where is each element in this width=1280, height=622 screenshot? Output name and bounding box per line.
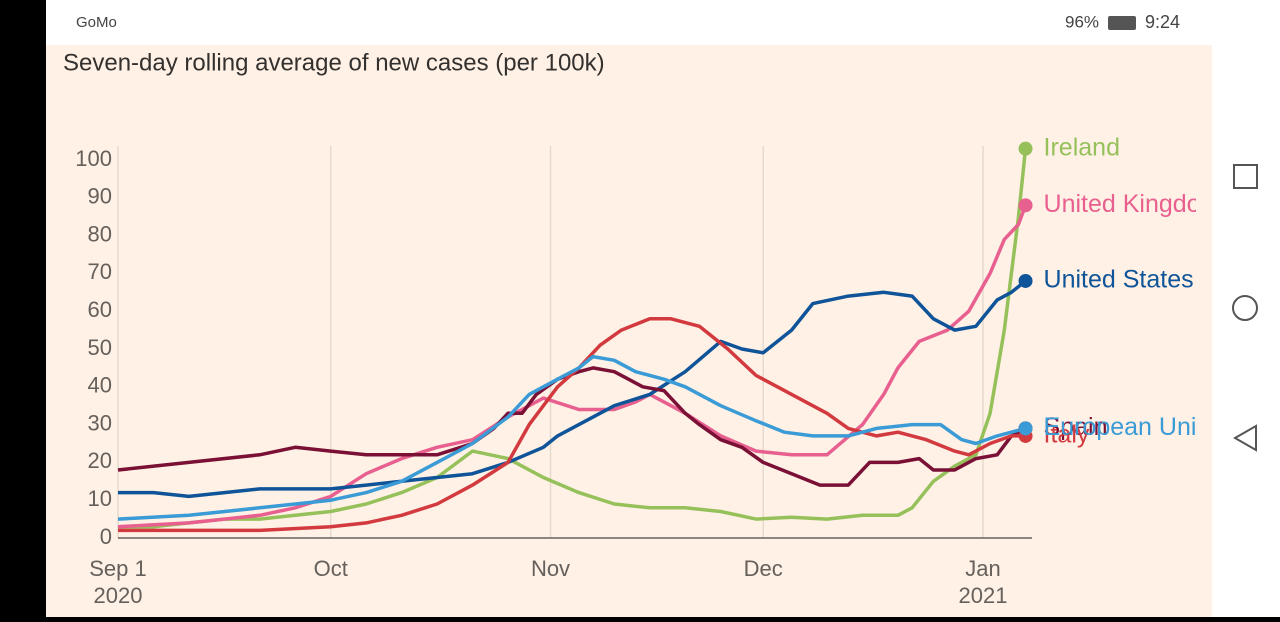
x-tick-label: Nov bbox=[531, 556, 570, 581]
clock: 9:24 bbox=[1145, 12, 1180, 32]
y-tick-label: 70 bbox=[88, 259, 112, 284]
series-label: Ireland bbox=[1044, 133, 1120, 161]
series-line bbox=[117, 204, 1028, 529]
series-label: Spain bbox=[1044, 413, 1108, 441]
y-tick-label: 60 bbox=[88, 297, 112, 322]
end-dot bbox=[1018, 273, 1033, 288]
series-label: Italy bbox=[1044, 421, 1090, 449]
series-label: European Union bbox=[1044, 413, 1225, 441]
left-bezel bbox=[0, 0, 46, 617]
x-tick-label: 2021 bbox=[959, 583, 1008, 608]
x-tick-label: Jan bbox=[965, 556, 1000, 581]
carrier: GoMo bbox=[76, 14, 117, 31]
y-tick-label: 80 bbox=[88, 221, 112, 246]
series-line bbox=[118, 279, 1027, 499]
series-line bbox=[118, 148, 1028, 529]
x-tick-label: Sep 1 bbox=[89, 556, 147, 581]
y-tick-label: 50 bbox=[88, 335, 112, 360]
end-dot bbox=[1018, 141, 1033, 156]
home-button[interactable] bbox=[1232, 295, 1258, 321]
battery-icon bbox=[1108, 16, 1136, 30]
plot: Ireland United Kingdom United States SpainI… bbox=[117, 133, 1225, 533]
status-bar bbox=[46, 0, 1212, 45]
back-button[interactable] bbox=[1232, 424, 1257, 452]
chart-title: Seven-day rolling average of new cases (… bbox=[63, 49, 605, 76]
nav-bar bbox=[1212, 0, 1280, 617]
x-tick-label: Oct bbox=[314, 556, 348, 581]
series-line bbox=[117, 366, 1027, 487]
x-tick-label: 2020 bbox=[94, 583, 143, 608]
y-tick-label: 10 bbox=[88, 486, 112, 511]
series-label: United States bbox=[1044, 266, 1194, 294]
series-line bbox=[117, 354, 1026, 521]
y-tick-label: 90 bbox=[88, 184, 112, 209]
x-tick-label: Dec bbox=[744, 556, 783, 581]
chart-background bbox=[46, 45, 1212, 617]
recents-button[interactable] bbox=[1233, 164, 1258, 189]
end-dot bbox=[1018, 198, 1033, 213]
series-line bbox=[118, 317, 1026, 533]
battery: 96% bbox=[1065, 12, 1099, 31]
y-tick-label: 30 bbox=[88, 410, 112, 435]
end-dot bbox=[1018, 421, 1033, 436]
y-tick-label: 20 bbox=[88, 448, 112, 473]
y-tick-label: 0 bbox=[100, 524, 112, 549]
y-tick-label: 40 bbox=[88, 373, 112, 398]
series-label: United Kingdom bbox=[1044, 190, 1222, 218]
y-tick-label: 100 bbox=[75, 146, 112, 171]
